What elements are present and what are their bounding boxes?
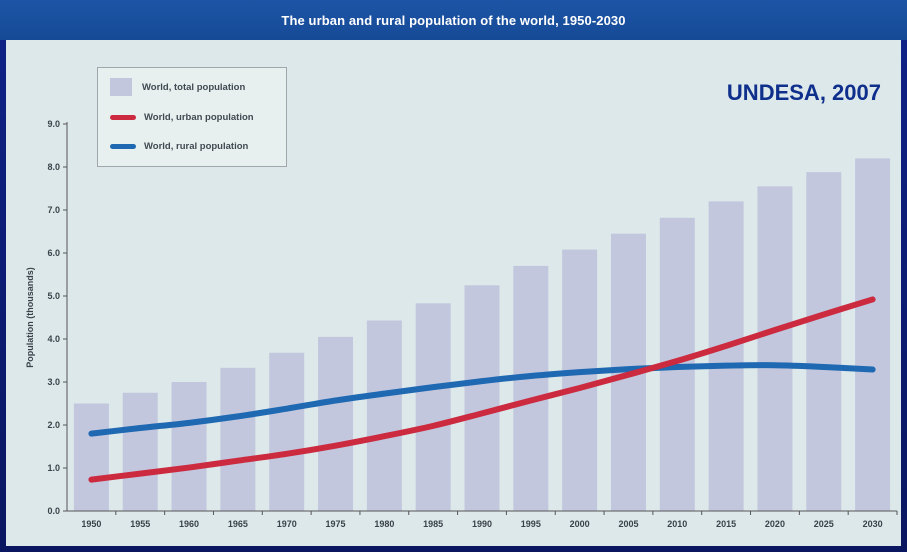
bar-total-1995 [513,265,549,511]
rural-population-point-2020 [774,364,776,366]
bar-total-1975 [318,336,354,511]
bar-total-1950 [73,403,109,511]
y-tick-label-2.0: 2.0 [47,420,60,430]
urban-population-point-1960 [188,467,190,469]
urban-population-point-1990 [481,412,483,414]
y-tick-label-6.0: 6.0 [47,248,60,258]
urban-population-point-1995 [530,399,532,401]
urban-population-point-2000 [579,387,581,389]
rural-population-point-1980 [383,393,385,395]
rural-population-point-1995 [530,375,532,377]
rural-population-point-1965 [237,415,239,417]
urban-population-point-2010 [676,360,678,362]
urban-population-point-1955 [139,473,141,475]
bar-total-1990 [464,285,500,511]
x-tick-label-1990: 1990 [472,519,492,529]
bar-total-2015 [708,201,744,511]
y-tick-label-0.0: 0.0 [47,506,60,516]
urban-population-point-1980 [383,435,385,437]
rural-population-point-2000 [579,371,581,373]
bar-total-2000 [562,249,598,511]
bar-total-1965 [220,367,256,511]
x-tick-label-1970: 1970 [277,519,297,529]
urban-population-point-2030 [872,298,874,300]
y-tick-label-9.0: 9.0 [47,119,60,129]
chart-title: The urban and rural population of the wo… [0,0,907,40]
urban-population-point-1965 [237,460,239,462]
legend-label-urban: World, urban population [144,112,254,123]
bar-total-1970 [269,352,305,511]
legend-label-rural: World, rural population [144,141,249,152]
y-tick-label-5.0: 5.0 [47,291,60,301]
legend-swatch-total [110,78,132,96]
legend-item-urban: World, urban population [110,112,254,123]
rural-population-point-1960 [188,422,190,424]
y-tick-label-7.0: 7.0 [47,205,60,215]
x-tick-label-1955: 1955 [130,519,150,529]
x-tick-label-1975: 1975 [326,519,346,529]
urban-population-point-1950 [90,479,92,481]
rural-population-point-1955 [139,427,141,429]
x-tick-label-2030: 2030 [863,519,883,529]
x-tick-label-1960: 1960 [179,519,199,529]
bar-total-2025 [806,172,842,511]
legend-line-urban [110,115,136,120]
x-tick-label-1985: 1985 [423,519,443,529]
y-tick-label-1.0: 1.0 [47,463,60,473]
rural-population-point-2005 [627,368,629,370]
bar-total-1985 [415,303,451,511]
y-tick-label-8.0: 8.0 [47,162,60,172]
bar-total-2020 [757,186,793,511]
rural-population-point-2030 [872,369,874,371]
urban-population-point-1975 [335,445,337,447]
rural-population-point-1975 [335,399,337,401]
rural-population-point-1950 [90,433,92,435]
bar-total-2030 [855,158,891,511]
x-tick-label-1950: 1950 [81,519,101,529]
rural-population-point-2010 [676,366,678,368]
legend-line-rural [110,144,136,149]
y-axis-label: Population (thousands) [25,267,35,368]
bar-total-1980 [366,320,402,511]
x-tick-label-2025: 2025 [814,519,834,529]
rural-population-point-2025 [823,366,825,368]
rural-population-point-1985 [432,386,434,388]
urban-population-point-1970 [286,453,288,455]
bar-total-1955 [122,392,158,511]
bar-total-1960 [171,382,207,511]
x-tick-label-1995: 1995 [521,519,541,529]
urban-population-point-1985 [432,425,434,427]
urban-population-point-2005 [627,374,629,376]
rural-population-point-1970 [286,408,288,410]
legend-label-total: World, total population [142,81,246,93]
legend: World, total population World, urban pop… [97,67,287,167]
x-tick-label-2010: 2010 [667,519,687,529]
x-tick-label-2000: 2000 [570,519,590,529]
urban-population-point-2025 [823,313,825,315]
x-tick-label-1965: 1965 [228,519,248,529]
source-label: UNDESA, 2007 [726,80,881,105]
urban-population-point-2015 [725,345,727,347]
x-tick-label-1980: 1980 [374,519,394,529]
x-tick-label-2020: 2020 [765,519,785,529]
urban-population-point-2020 [774,329,776,331]
legend-item-total: World, total population [110,78,245,96]
legend-item-rural: World, rural population [110,141,248,152]
rural-population-point-1990 [481,380,483,382]
y-tick-label-3.0: 3.0 [47,377,60,387]
x-tick-label-2005: 2005 [618,519,638,529]
y-tick-label-4.0: 4.0 [47,334,60,344]
rural-population-point-2015 [725,365,727,367]
x-tick-label-2015: 2015 [716,519,736,529]
